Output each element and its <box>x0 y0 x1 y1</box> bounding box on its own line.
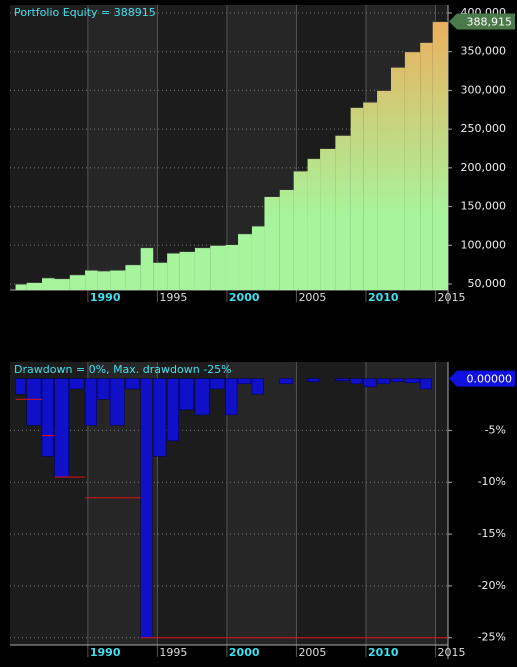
drawdown-bar <box>166 378 179 442</box>
equity-step <box>350 107 364 290</box>
x-tick-label: 2005 <box>298 646 326 659</box>
drawdown-bar <box>41 378 54 457</box>
equity-step <box>69 274 86 290</box>
equity-step <box>279 189 294 290</box>
drawdown-bar <box>251 378 264 395</box>
y-tick-label: 100,000 <box>461 238 507 251</box>
equity-step <box>97 270 111 290</box>
y-tick-label: -15% <box>478 527 506 540</box>
chart-title: Portfolio Equity = 388915 <box>14 6 156 19</box>
value-tag-label: 0.00000 <box>467 373 513 386</box>
equity-step <box>26 282 42 290</box>
x-tick-label: 2010 <box>368 291 399 304</box>
chart-title: Drawdown = 0%, Max. drawdown -25% <box>14 363 232 376</box>
equity-step <box>264 196 280 290</box>
x-tick-label: 2000 <box>229 646 260 659</box>
drawdown-bar <box>307 378 320 382</box>
drawdown-bar <box>97 378 110 400</box>
drawdown-bar <box>54 378 70 478</box>
band <box>87 5 158 290</box>
value-tag <box>449 13 515 30</box>
equity-step <box>293 170 308 290</box>
drawdown-bar <box>390 378 405 382</box>
x-tick-label: 1990 <box>90 646 121 659</box>
x-tick-label: 2015 <box>437 291 465 304</box>
drawdown-bar <box>335 378 350 381</box>
x-tick-label: 2015 <box>437 646 465 659</box>
equity-step <box>320 148 336 290</box>
drawdown-bar <box>209 378 225 390</box>
y-tick-label: 150,000 <box>461 200 507 213</box>
drawdown-bar <box>404 378 420 383</box>
equity-step <box>335 135 351 290</box>
y-tick-label: 200,000 <box>461 161 507 174</box>
y-tick-label: -5% <box>485 423 506 436</box>
x-tick-label: 2000 <box>229 291 260 304</box>
drawdown-bar <box>84 378 97 426</box>
drawdown-bar <box>152 378 167 457</box>
equity-step <box>210 245 226 290</box>
drawdown-bar <box>179 378 195 410</box>
y-tick-label: 350,000 <box>461 45 507 58</box>
equity-step <box>167 253 180 290</box>
equity-step <box>390 67 405 290</box>
x-tick-label: 2005 <box>298 291 326 304</box>
equity-step <box>432 21 448 290</box>
drawdown-bar <box>125 378 140 390</box>
equity-step <box>153 262 168 290</box>
y-tick-label: 300,000 <box>461 83 507 96</box>
drawdown-bar <box>15 378 26 395</box>
y-tick-label: 250,000 <box>461 122 507 135</box>
equity-step <box>15 283 27 290</box>
drawdown-bar <box>376 378 391 385</box>
drawdown-bar <box>26 378 42 426</box>
y-tick-label: -25% <box>478 631 506 644</box>
equity-step <box>110 270 126 290</box>
equity-step <box>377 90 391 290</box>
equity-step <box>125 264 141 290</box>
drawdown-bar <box>362 378 377 388</box>
value-tag-label: 388,915 <box>467 16 513 29</box>
equity-step <box>404 51 421 290</box>
equity-step <box>420 42 433 290</box>
band <box>365 362 436 645</box>
y-tick-label: -10% <box>478 475 506 488</box>
drawdown-bar <box>69 378 85 390</box>
equity-step <box>238 233 252 290</box>
drawdown-bar <box>237 378 252 385</box>
equity-step <box>179 251 195 290</box>
value-tag <box>449 370 515 387</box>
x-tick-label: 1995 <box>159 291 187 304</box>
drawdown-bar <box>279 378 293 385</box>
y-tick-label: 50,000 <box>468 277 507 290</box>
drawdown-bar <box>109 378 125 426</box>
equity-step <box>41 277 55 290</box>
drawdown-bar <box>350 378 363 385</box>
drawdown-bar <box>140 378 153 638</box>
equity-step <box>225 244 239 290</box>
drawdown-bar <box>225 378 238 416</box>
band <box>226 362 297 645</box>
equity-step <box>140 247 154 290</box>
equity-step <box>85 270 98 290</box>
equity-step <box>54 278 70 290</box>
y-tick-label: -20% <box>478 579 506 592</box>
drawdown-bar <box>419 378 432 390</box>
equity-step <box>194 247 211 290</box>
equity-step <box>363 102 378 291</box>
equity-step <box>251 225 265 290</box>
equity-step <box>307 158 321 290</box>
drawdown-bar <box>194 378 210 416</box>
x-tick-label: 1995 <box>159 646 187 659</box>
x-tick-label: 2010 <box>368 646 399 659</box>
x-tick-label: 1990 <box>90 291 121 304</box>
